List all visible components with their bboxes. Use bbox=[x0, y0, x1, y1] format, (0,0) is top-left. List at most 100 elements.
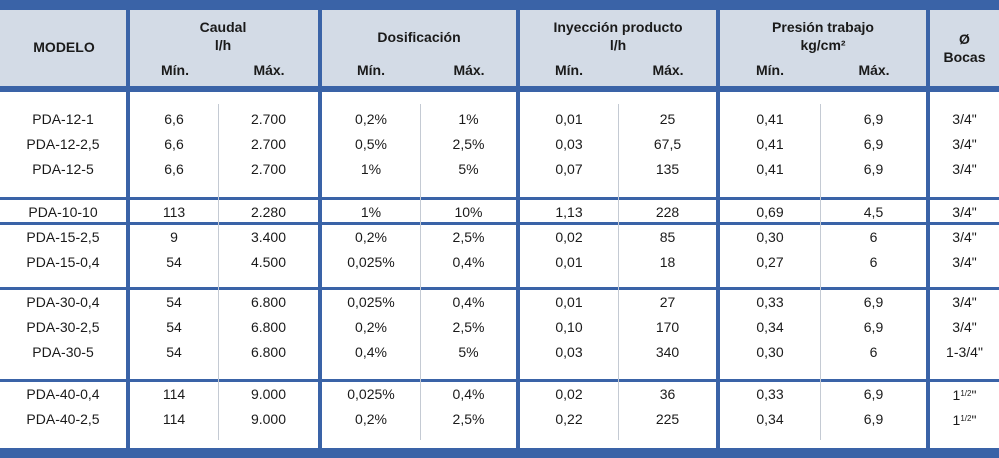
group-rule-2 bbox=[0, 222, 999, 225]
cell-caudal-max: 9.000 bbox=[250, 411, 287, 427]
cell-dos-min: 0,2% bbox=[355, 111, 387, 127]
table-row: PDA-15-0,4 54 4.500 0,025% 0,4% 0,01 18 0,27 6 3/… bbox=[0, 250, 999, 274]
vsep-5 bbox=[926, 10, 930, 448]
cell-pres-min: 0,33 bbox=[756, 294, 784, 310]
cell-pres-max: 6,9 bbox=[863, 161, 884, 177]
vsep-4 bbox=[716, 10, 720, 448]
cell-caudal-max: 2.700 bbox=[250, 161, 287, 177]
table-header bbox=[0, 10, 999, 86]
cell-modelo: PDA-10-10 bbox=[28, 204, 98, 220]
header-bottom-rule bbox=[0, 86, 999, 92]
cell-modelo: PDA-30-5 bbox=[32, 344, 94, 360]
vsep-1 bbox=[126, 10, 130, 448]
cell-pres-max: 6 bbox=[869, 229, 878, 245]
cell-caudal-min: 113 bbox=[162, 204, 186, 220]
header-modelo: MODELO bbox=[33, 39, 95, 55]
cell-bocas: 3/4" bbox=[952, 319, 977, 335]
cell-bocas: 3/4" bbox=[952, 161, 977, 177]
header-bocas: Ø Bocas bbox=[930, 30, 999, 66]
table-row: PDA-15-2,5 9 3.400 0,2% 2,5% 0,02 85 0,30 6 3/4" bbox=[0, 225, 999, 249]
cell-dos-min: 0,025% bbox=[347, 254, 395, 270]
cell-pres-min: 0,30 bbox=[756, 229, 784, 245]
cell-iny-max: 170 bbox=[655, 319, 680, 335]
cell-iny-max: 25 bbox=[659, 111, 676, 127]
table-row: PDA-30-2,5 54 6.800 0,2% 2,5% 0,10 170 0,34 6,9 3… bbox=[0, 315, 999, 339]
cell-pres-min: 0,41 bbox=[756, 111, 784, 127]
cell-iny-min: 0,01 bbox=[555, 111, 583, 127]
cell-caudal-max: 6.800 bbox=[250, 319, 287, 335]
cell-dos-max: 0,4% bbox=[452, 294, 485, 310]
cell-iny-max: 27 bbox=[659, 294, 676, 310]
cell-pres-max: 6,9 bbox=[863, 294, 884, 310]
cell-dos-min: 0,4% bbox=[355, 344, 387, 360]
cell-pres-min: 0,41 bbox=[756, 136, 784, 152]
cell-bocas: 3/4" bbox=[952, 294, 977, 310]
sub-pres-min: Mín. bbox=[756, 62, 784, 78]
cell-pres-max: 6,9 bbox=[863, 411, 884, 427]
cell-dos-max: 2,5% bbox=[452, 319, 485, 335]
cell-caudal-max: 2.700 bbox=[250, 136, 287, 152]
cell-bocas: 3/4" bbox=[952, 254, 977, 270]
cell-pres-max: 6 bbox=[869, 344, 878, 360]
sub-iny-max: Máx. bbox=[652, 62, 684, 78]
sub-iny-min: Mín. bbox=[555, 62, 583, 78]
cell-pres-min: 0,34 bbox=[756, 319, 784, 335]
cell-iny-min: 0,02 bbox=[555, 229, 583, 245]
header-inyeccion-unit: l/h bbox=[609, 37, 627, 53]
cell-pres-max: 6,9 bbox=[863, 111, 884, 127]
header-presion-title: Presión trabajo bbox=[772, 19, 874, 35]
cell-caudal-min: 54 bbox=[166, 254, 182, 270]
vthin-dos bbox=[420, 104, 421, 440]
header-bocas-symbol: Ø bbox=[959, 31, 970, 47]
cell-caudal-min: 6,6 bbox=[164, 136, 184, 152]
cell-iny-max: 225 bbox=[655, 411, 680, 427]
cell-dos-max: 2,5% bbox=[452, 136, 485, 152]
cell-caudal-min: 54 bbox=[166, 344, 182, 360]
vthin-caudal bbox=[218, 104, 219, 440]
cell-dos-max: 10% bbox=[454, 204, 483, 220]
table-row: PDA-30-5 54 6.800 0,4% 5% 0,03 340 0,30 6 1-3/4" bbox=[0, 340, 999, 364]
cell-pres-min: 0,41 bbox=[756, 161, 784, 177]
cell-pres-max: 6,9 bbox=[863, 136, 884, 152]
cell-iny-max: 67,5 bbox=[653, 136, 682, 152]
group-rule-3 bbox=[0, 287, 999, 290]
cell-iny-min: 0,07 bbox=[555, 161, 583, 177]
vthin-pres bbox=[820, 104, 821, 440]
cell-dos-max: 5% bbox=[458, 344, 479, 360]
cell-iny-max: 135 bbox=[655, 161, 680, 177]
cell-iny-max: 228 bbox=[655, 204, 680, 220]
cell-caudal-min: 9 bbox=[170, 229, 178, 245]
cell-iny-max: 340 bbox=[655, 344, 680, 360]
cell-pres-max: 6,9 bbox=[863, 386, 884, 402]
cell-iny-max: 85 bbox=[659, 229, 676, 245]
cell-dos-min: 0,025% bbox=[347, 386, 395, 402]
cell-modelo: PDA-30-0,4 bbox=[26, 294, 100, 310]
cell-dos-max: 0,4% bbox=[452, 254, 485, 270]
cell-pres-min: 0,33 bbox=[756, 386, 784, 402]
cell-bocas: 1-3/4" bbox=[946, 344, 983, 360]
table-row: PDA-12-2,5 6,6 2.700 0,5% 2,5% 0,03 67,5 0,41 6,… bbox=[0, 132, 999, 156]
sub-caudal-max: Máx. bbox=[253, 62, 285, 78]
sub-dos-min: Mín. bbox=[357, 62, 385, 78]
cell-dos-max: 2,5% bbox=[452, 229, 485, 245]
vsep-3 bbox=[516, 10, 520, 448]
header-caudal-unit: l/h bbox=[214, 37, 232, 53]
header-dosificacion: Dosificación bbox=[377, 29, 461, 45]
cell-caudal-min: 6,6 bbox=[164, 111, 184, 127]
cell-caudal-max: 6.800 bbox=[250, 294, 287, 310]
sub-dos-max: Máx. bbox=[453, 62, 485, 78]
cell-bocas: 3/4" bbox=[952, 204, 977, 220]
header-presion-unit: kg/cm² bbox=[800, 37, 846, 53]
cell-pres-min: 0,27 bbox=[756, 254, 784, 270]
cell-iny-min: 0,01 bbox=[555, 294, 583, 310]
table-row: PDA-12-1 6,6 2.700 0,2% 1% 0,01 25 0,41 6,9 3/4" bbox=[0, 107, 999, 131]
vthin-iny bbox=[618, 104, 619, 440]
cell-pres-min: 0,30 bbox=[756, 344, 784, 360]
cell-iny-min: 0,03 bbox=[555, 344, 583, 360]
table-row: PDA-40-0,4 114 9.000 0,025% 0,4% 0,02 36 0,33 6,… bbox=[0, 382, 999, 406]
cell-dos-min: 0,025% bbox=[347, 294, 395, 310]
cell-caudal-max: 2.280 bbox=[250, 204, 287, 220]
sub-pres-max: Máx. bbox=[858, 62, 890, 78]
cell-dos-min: 0,2% bbox=[355, 229, 387, 245]
cell-pres-max: 4,5 bbox=[863, 204, 884, 220]
